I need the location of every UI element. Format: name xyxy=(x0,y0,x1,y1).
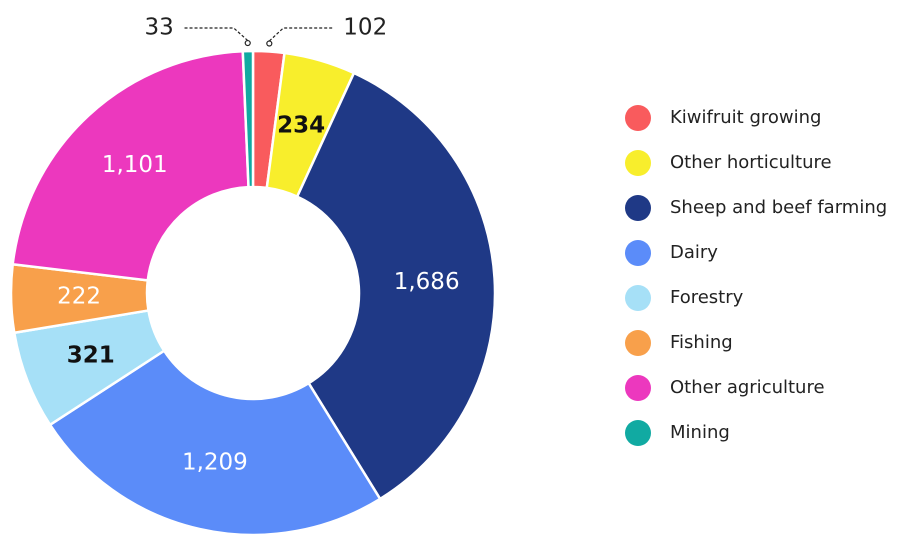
legend-swatch xyxy=(625,285,651,311)
data-label: 33 xyxy=(144,15,173,41)
legend-swatch xyxy=(625,195,651,221)
data-label: 234 xyxy=(277,112,325,138)
donut-slice xyxy=(295,71,497,501)
legend-swatch xyxy=(625,375,651,401)
legend-label: Sheep and beef farming xyxy=(670,197,887,218)
legend-swatch xyxy=(625,240,651,266)
donut-slice xyxy=(11,49,250,282)
legend-label: Fishing xyxy=(670,332,733,353)
legend-swatch xyxy=(625,105,651,131)
legend-label: Dairy xyxy=(670,242,718,263)
data-label: 1,101 xyxy=(102,152,168,178)
data-label: 102 xyxy=(343,15,387,41)
legend-swatch xyxy=(625,330,651,356)
legend-label: Other horticulture xyxy=(670,152,832,173)
legend-label: Kiwifruit growing xyxy=(670,107,821,128)
data-label: 1,209 xyxy=(182,449,248,475)
donut-slice xyxy=(241,49,255,189)
legend-label: Other agriculture xyxy=(670,377,825,398)
leader-line xyxy=(183,27,249,42)
legend-label: Mining xyxy=(670,422,730,443)
legend-swatch xyxy=(625,420,651,446)
donut-slice xyxy=(48,349,382,534)
leader-line xyxy=(268,27,334,42)
data-label: 1,686 xyxy=(394,269,460,295)
leader-dot xyxy=(244,39,251,47)
leader-dot xyxy=(266,40,273,47)
data-label: 222 xyxy=(57,284,101,310)
data-label: 321 xyxy=(67,343,115,369)
legend-label: Forestry xyxy=(670,287,744,308)
legend-swatch xyxy=(625,150,651,176)
